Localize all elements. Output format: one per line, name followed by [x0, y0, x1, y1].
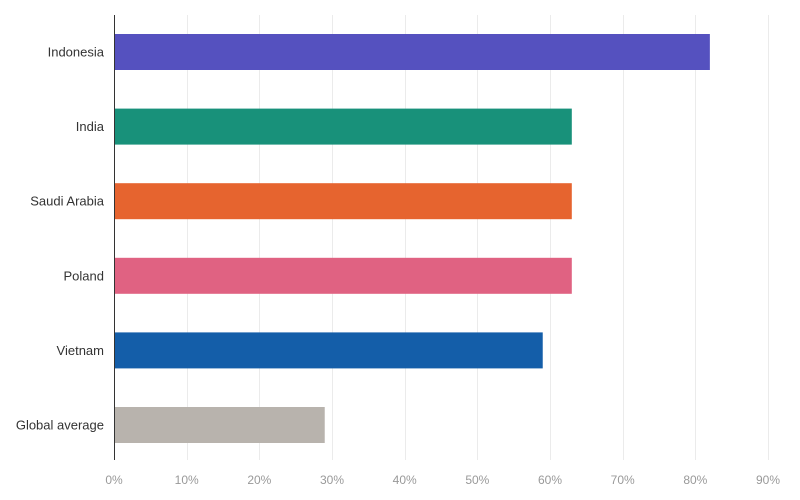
category-labels: Indonesia India Saudi Arabia Poland Vietnam G… — [16, 45, 105, 433]
x-tick-label: 20% — [247, 473, 271, 487]
x-tick-label: 90% — [756, 473, 780, 487]
bar-vietnam — [114, 332, 543, 369]
x-tick-label: 0% — [105, 473, 123, 487]
category-label: Poland — [64, 268, 104, 283]
x-tick-labels: 0% 10% 20% 30% 40% 50% 60% 70% 80% 90% — [105, 473, 780, 487]
category-label: Saudi Arabia — [30, 194, 104, 209]
x-tick-label: 60% — [538, 473, 562, 487]
gridlines — [187, 15, 769, 460]
category-label: Vietnam — [57, 343, 104, 358]
category-label: India — [76, 119, 105, 134]
bar-saudi-arabia — [114, 183, 572, 220]
bar-global-average — [114, 407, 325, 443]
x-tick-label: 50% — [465, 473, 489, 487]
x-tick-label: 10% — [175, 473, 199, 487]
x-tick-label: 30% — [320, 473, 344, 487]
category-label: Global average — [16, 418, 104, 433]
x-tick-label: 80% — [683, 473, 707, 487]
category-label: Indonesia — [48, 45, 105, 60]
bar-indonesia — [114, 34, 710, 70]
x-tick-label: 40% — [393, 473, 417, 487]
bar-india — [114, 108, 572, 145]
bars — [114, 34, 710, 443]
x-tick-label: 70% — [611, 473, 635, 487]
bar-poland — [114, 257, 572, 294]
